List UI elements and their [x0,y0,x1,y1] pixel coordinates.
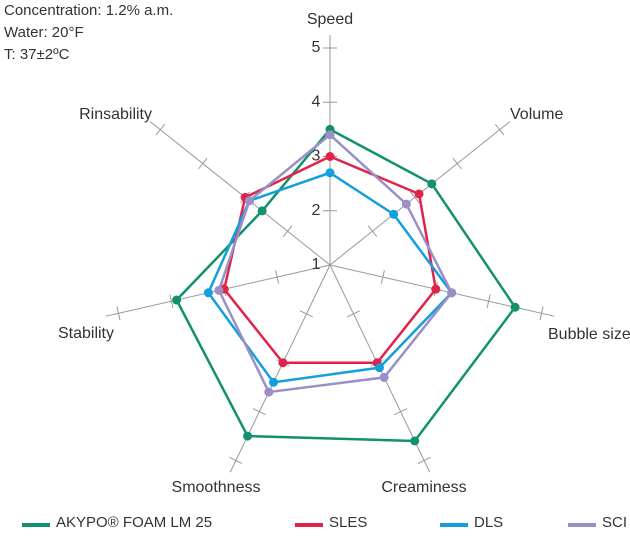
tick-mark [198,157,208,170]
data-point [410,436,420,446]
axis-line [149,121,331,266]
series-line [217,133,454,394]
legend-label: SCI [602,514,627,531]
data-point [278,358,288,368]
legend-label: AKYPO® FOAM LM 25 [56,514,212,531]
category-label: Bubble size [548,326,630,343]
series-line [175,127,517,443]
data-point [325,152,335,161]
legend-label: SLES [329,514,367,531]
annotation: Concentration: 1.2% a.m. [4,2,173,19]
data-point [203,288,213,298]
tick-label: 2 [312,202,321,219]
data-point [401,199,411,209]
category-label: Rinsability [79,106,152,123]
data-point [244,196,254,206]
tick-mark [116,306,121,321]
category-label: Speed [307,11,353,28]
tick-mark [486,294,491,309]
series-line [222,155,438,365]
tick-mark [410,191,420,204]
data-point [510,302,520,312]
data-point [379,372,389,382]
tick-mark [282,225,293,237]
tick-label: 3 [312,148,321,165]
tick-label: 5 [312,39,321,56]
annotation: Water: 20°F [4,24,84,41]
data-point [257,206,267,216]
tick-label: 4 [312,93,321,110]
series-line [206,171,454,384]
category-label: Stability [58,325,114,342]
tick-mark [539,306,544,321]
data-point [427,179,437,189]
category-label: Volume [510,106,563,123]
data-point [447,288,457,298]
data-point [325,130,335,140]
tick-mark [155,123,166,136]
tick-mark [394,408,408,416]
category-label: Creaminess [381,479,466,496]
tick-mark [494,123,505,136]
data-point [374,363,384,373]
data-point [325,168,335,178]
tick-mark [380,270,385,285]
tick-mark [417,457,431,464]
tick-mark [229,457,243,464]
data-point [414,189,424,199]
tick-mark [275,270,280,285]
tick-mark [367,225,378,237]
tick-mark [347,310,361,318]
tick-mark [299,310,313,318]
data-point [214,285,224,295]
data-point [172,295,182,305]
data-point [243,431,253,441]
data-point [264,387,274,397]
data-point [431,284,441,294]
category-label: Smoothness [172,479,261,496]
tick-mark [452,157,462,170]
legend-label: DLS [474,514,503,531]
data-point [389,209,399,219]
tick-mark [252,408,266,416]
axis-line [229,264,331,473]
annotation: T: 37±2ºC [4,46,70,63]
tick-label: 1 [312,256,321,273]
data-point [269,377,279,387]
tick-mark [169,294,174,309]
